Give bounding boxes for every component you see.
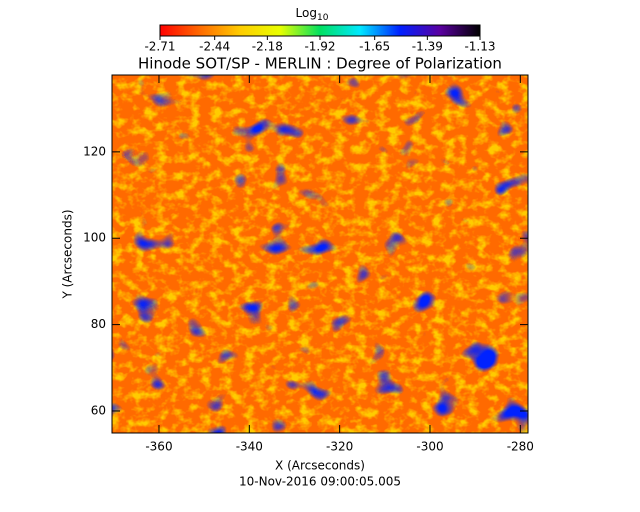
heatmap-image — [112, 75, 528, 433]
x-tick-label: -320 — [326, 440, 353, 454]
colorbar — [159, 24, 481, 37]
colorbar-tick-label: -1.92 — [304, 40, 335, 54]
colorbar-label-text: Log — [296, 6, 317, 20]
colorbar-tick-label: -1.13 — [464, 40, 495, 54]
y-tick-label: 80 — [91, 317, 106, 331]
y-tick-label: 60 — [91, 403, 106, 417]
x-tick-label: -340 — [236, 440, 263, 454]
x-tick-label: -280 — [507, 440, 534, 454]
y-axis-label: Y (Arcseconds) — [61, 209, 75, 299]
plot-frame — [111, 74, 529, 434]
x-tick-label: -300 — [416, 440, 443, 454]
footer-timestamp: 10-Nov-2016 09:00:05.005 — [239, 475, 401, 489]
colorbar-tick-label: -2.18 — [252, 40, 283, 54]
x-tick-label: -360 — [145, 440, 172, 454]
colorbar-tick-label: -2.44 — [199, 40, 230, 54]
colorbar-tick-label: -2.71 — [144, 40, 175, 54]
colorbar-label: Log10 — [296, 6, 329, 23]
y-tick-label: 100 — [83, 231, 106, 245]
y-tick-label: 120 — [83, 144, 106, 158]
x-axis-label: X (Arcseconds) — [275, 459, 365, 473]
colorbar-label-sub: 10 — [317, 13, 329, 23]
colorbar-tick-label: -1.39 — [412, 40, 443, 54]
chart-title: Hinode SOT/SP - MERLIN : Degree of Polar… — [138, 55, 502, 73]
heatmap-texture — [112, 75, 528, 433]
colorbar-tick-label: -1.65 — [359, 40, 390, 54]
